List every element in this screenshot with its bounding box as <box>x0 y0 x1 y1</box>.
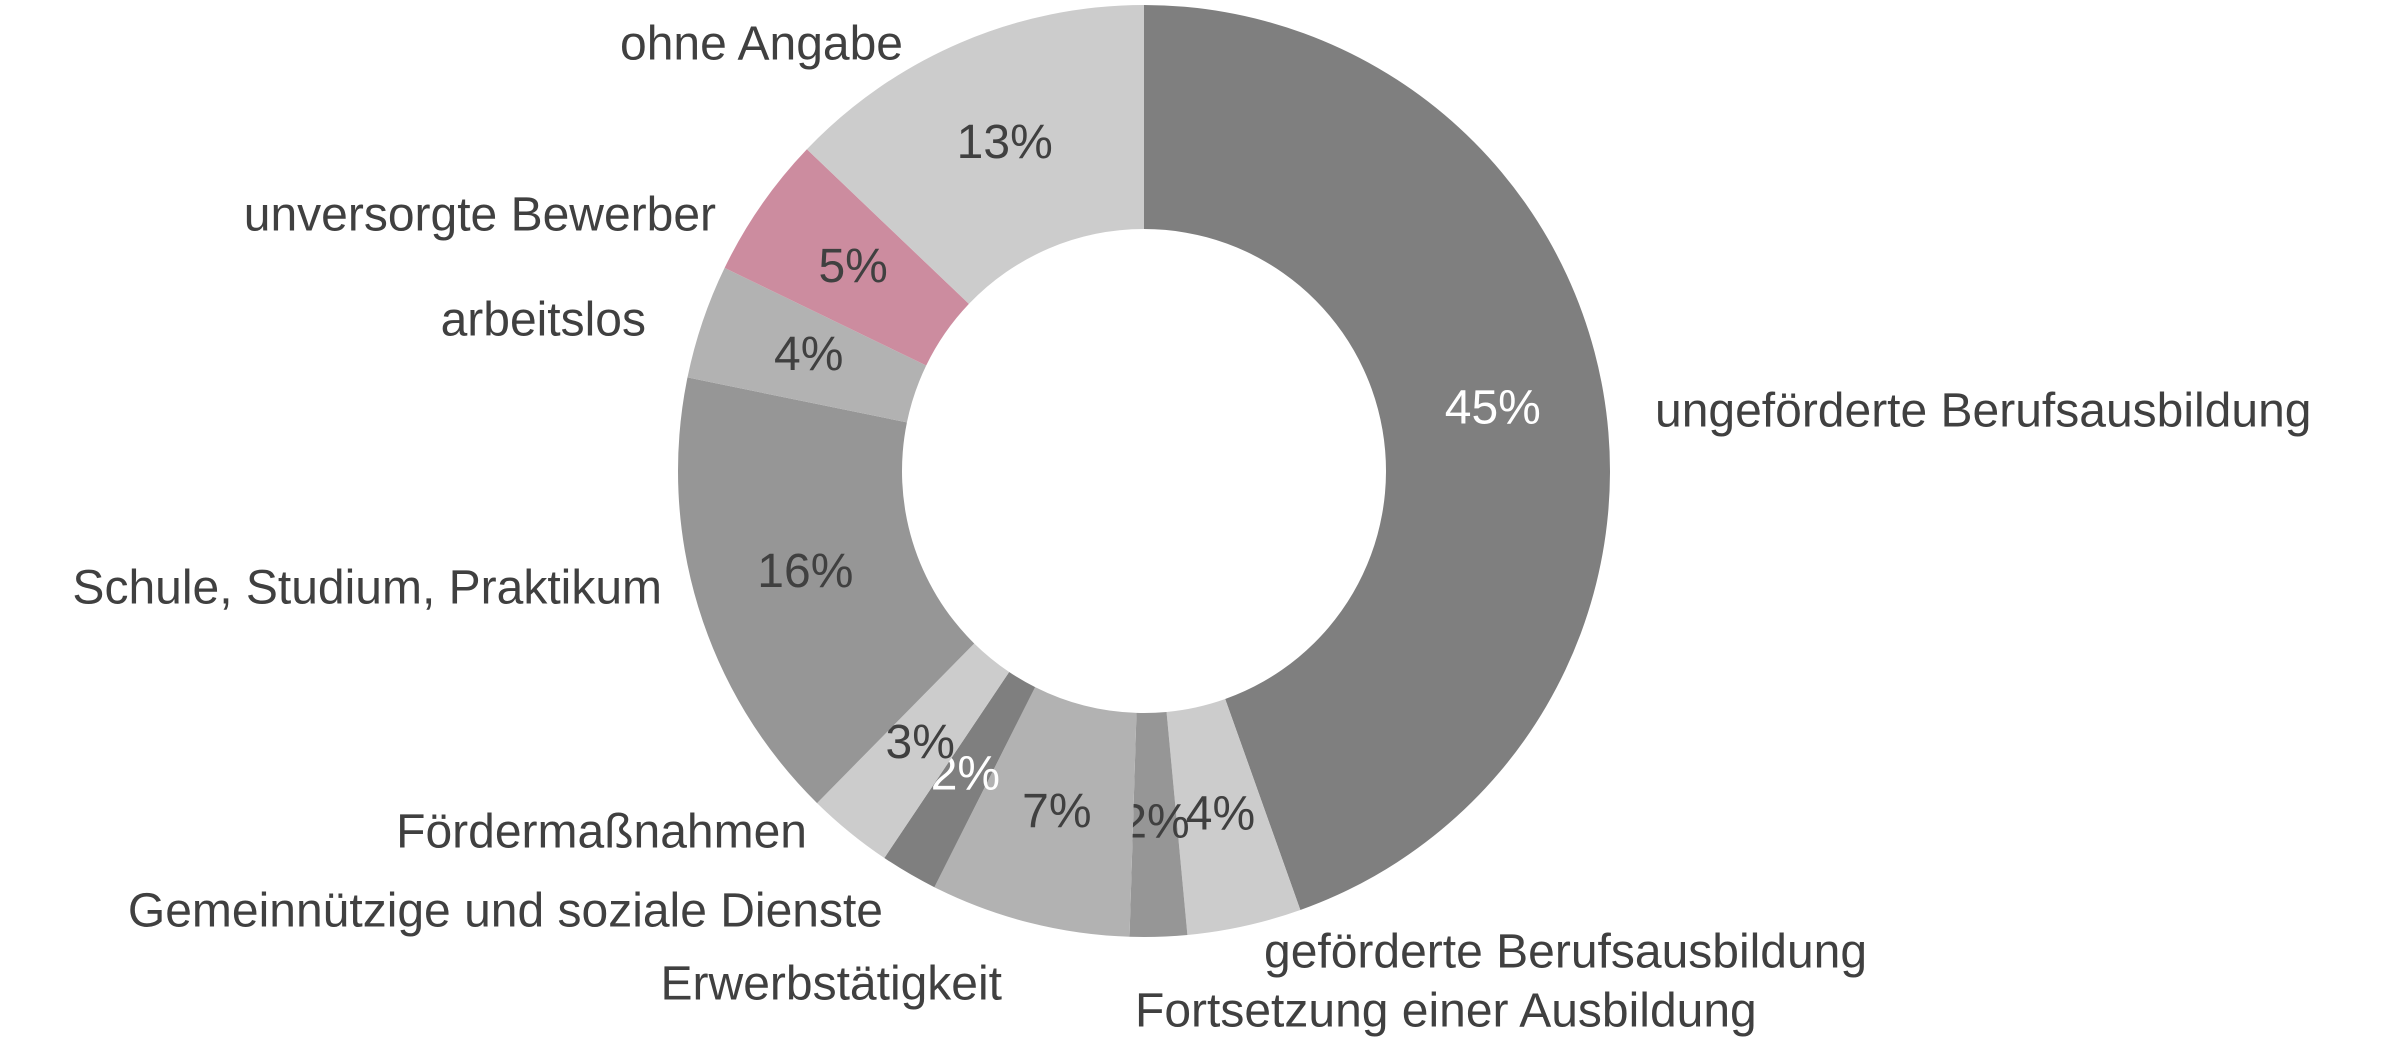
donut-segment <box>1166 698 1301 935</box>
category-label: geförderte Berufsausbildung <box>1264 926 1867 979</box>
donut-segment <box>934 687 1137 937</box>
value-label: 4% <box>774 328 843 381</box>
value-label: 16% <box>757 545 853 598</box>
donut-segment <box>1144 5 1611 910</box>
value-label: 45% <box>1445 381 1541 434</box>
category-label: arbeitslos <box>441 294 646 347</box>
value-label: 5% <box>818 240 887 293</box>
value-label: 4% <box>1186 787 1255 840</box>
category-label: Fördermaßnahmen <box>396 806 807 859</box>
category-label: Erwerbstätigkeit <box>661 958 1002 1011</box>
value-label: 3% <box>886 716 955 769</box>
value-label: 13% <box>957 116 1053 169</box>
category-label: Fortsetzung einer Ausbildung <box>1135 985 1757 1038</box>
donut-segment <box>806 5 1144 304</box>
category-label: ungeförderte Berufsausbildung <box>1655 385 2311 438</box>
donut-segment <box>1129 711 1188 937</box>
donut-segment <box>724 149 969 366</box>
category-label: Gemeinnützige und soziale Dienste <box>128 885 883 938</box>
donut-segment <box>687 267 927 423</box>
donut-segment <box>884 671 1036 888</box>
value-label: 7% <box>1022 785 1091 838</box>
donut-segment <box>678 377 975 804</box>
category-label: Schule, Studium, Praktikum <box>72 562 662 615</box>
category-label: ohne Angabe <box>620 18 903 71</box>
category-label: unversorgte Bewerber <box>244 189 716 242</box>
donut-segment <box>817 643 1010 858</box>
